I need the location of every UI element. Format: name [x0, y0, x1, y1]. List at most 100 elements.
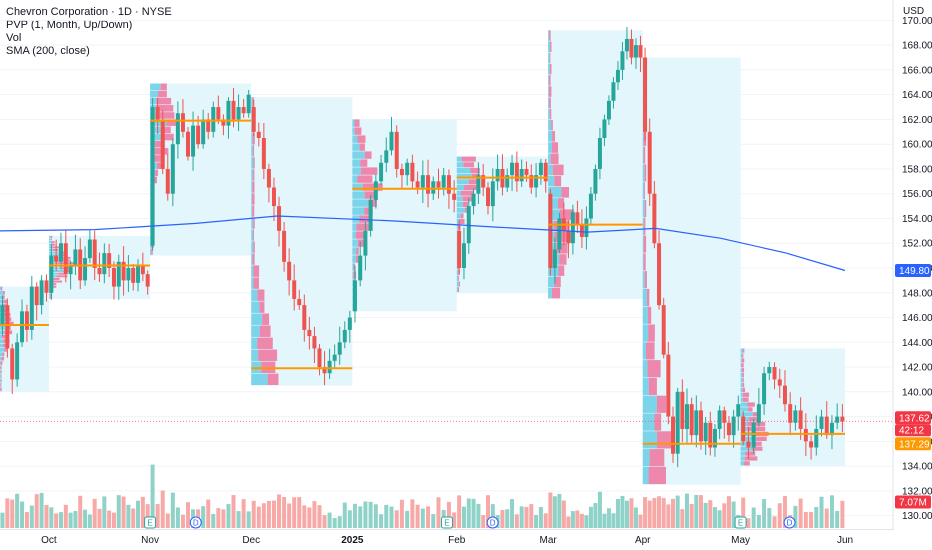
- volume-bar: [643, 497, 648, 528]
- candle-body: [150, 107, 155, 246]
- volume-bar: [317, 505, 322, 528]
- profile-bar-down: [252, 133, 255, 145]
- volume-bar: [661, 498, 666, 528]
- candle-body: [814, 428, 819, 448]
- candle-body: [629, 38, 634, 58]
- profile-bar-down: [741, 368, 745, 373]
- volume-bar: [606, 508, 611, 528]
- volume-bar: [726, 496, 731, 528]
- profile-bar-up: [642, 253, 644, 271]
- volume-bar: [647, 500, 652, 528]
- candle-body: [643, 57, 648, 132]
- profile-bar-down: [357, 135, 366, 143]
- volume-bar: [624, 500, 629, 528]
- profile-bar-down: [654, 413, 662, 431]
- candle-body: [160, 119, 165, 169]
- profile-bar-up: [642, 324, 649, 342]
- price-tick-label: 154.00: [902, 214, 932, 225]
- time-tick-label: Apr: [635, 535, 651, 546]
- volume-bar: [803, 511, 808, 528]
- volume-bar: [271, 500, 276, 528]
- legend-vol[interactable]: Vol: [6, 32, 22, 44]
- candle-body: [399, 168, 404, 176]
- volume-bar: [226, 504, 231, 528]
- profile-bar-down: [1, 286, 3, 291]
- profile-bar-down: [554, 276, 561, 288]
- profile-bar-up: [642, 395, 657, 413]
- profile-bar-down: [253, 277, 260, 289]
- volume-bar: [798, 498, 803, 528]
- time-tick-label: Feb: [448, 535, 466, 546]
- profile-bar-down: [50, 238, 52, 241]
- candle-body: [446, 175, 451, 194]
- candle-body: [211, 107, 216, 132]
- volume-bar: [708, 500, 713, 528]
- profile-bar-up: [642, 360, 648, 378]
- profile-bar-down: [160, 83, 167, 91]
- volume-bar: [155, 504, 160, 528]
- candle-body: [652, 193, 657, 244]
- volume-bar: [557, 493, 562, 528]
- legend-sma[interactable]: SMA (200, close): [6, 45, 90, 57]
- profile-bar-down: [747, 402, 755, 407]
- candle-body: [54, 255, 59, 262]
- profile-bar-down: [752, 412, 761, 417]
- volume-bar: [446, 501, 451, 528]
- candle-body: [292, 280, 297, 299]
- volume-bar: [282, 497, 287, 528]
- price-tick-label: 130.00: [902, 511, 932, 522]
- profile-bar-up: [0, 361, 1, 365]
- profile-bar-up: [251, 289, 258, 301]
- profile-bar-up: [0, 295, 3, 300]
- volume-bar: [236, 511, 241, 528]
- candle-body: [145, 274, 150, 287]
- profile-bar-down: [643, 146, 646, 164]
- candle-body: [534, 175, 539, 188]
- profile-bar-up: [251, 337, 258, 349]
- profile-bar-down: [754, 441, 762, 446]
- candle-body: [782, 385, 787, 405]
- time-tick-label: Dec: [242, 535, 260, 546]
- volume-bar: [436, 497, 441, 528]
- volume-bar: [251, 500, 256, 528]
- profile-bar-up: [0, 290, 4, 295]
- candle-body: [121, 261, 126, 281]
- candle-body: [741, 416, 746, 442]
- sma-line: [0, 215, 846, 272]
- volume-bar: [814, 506, 819, 528]
- event-dividend-icon: [486, 516, 499, 529]
- profile-bar-up: [548, 30, 550, 41]
- candle-body: [431, 181, 436, 194]
- candle-body: [347, 317, 352, 330]
- profile-bar-up: [456, 162, 464, 168]
- candle-body: [420, 175, 425, 188]
- volume-bar: [165, 513, 170, 528]
- volume-bar: [782, 496, 787, 528]
- legend-pvp[interactable]: PVP (1, Month, Up/Down): [6, 19, 133, 31]
- candle-body: [717, 410, 722, 429]
- candle-body: [726, 422, 731, 436]
- profile-bar-up: [251, 97, 253, 109]
- profile-bar-up: [548, 52, 550, 64]
- profile-bar-up: [0, 347, 5, 352]
- price-tick-label: 148.00: [902, 288, 932, 299]
- candle-body: [624, 38, 629, 52]
- profile-bar-down: [551, 287, 561, 299]
- volume-bar: [111, 512, 116, 528]
- profile-bar-up: [642, 377, 649, 396]
- currency-label[interactable]: USD: [903, 6, 925, 17]
- profile-bar-down: [551, 119, 553, 131]
- profile-bar-up: [251, 229, 253, 241]
- volume-bar: [741, 497, 746, 528]
- candle-body: [155, 107, 160, 120]
- profile-bar-up: [642, 306, 648, 324]
- profile-bar-up: [740, 456, 745, 461]
- profile-bar-up: [548, 209, 560, 220]
- profile-bar-up: [352, 271, 354, 279]
- volume-bar: [49, 507, 54, 528]
- candle-body: [34, 286, 39, 306]
- profile-bar-down: [741, 363, 744, 368]
- candle-body: [615, 69, 620, 83]
- poc-price-tag-bg: [895, 437, 931, 451]
